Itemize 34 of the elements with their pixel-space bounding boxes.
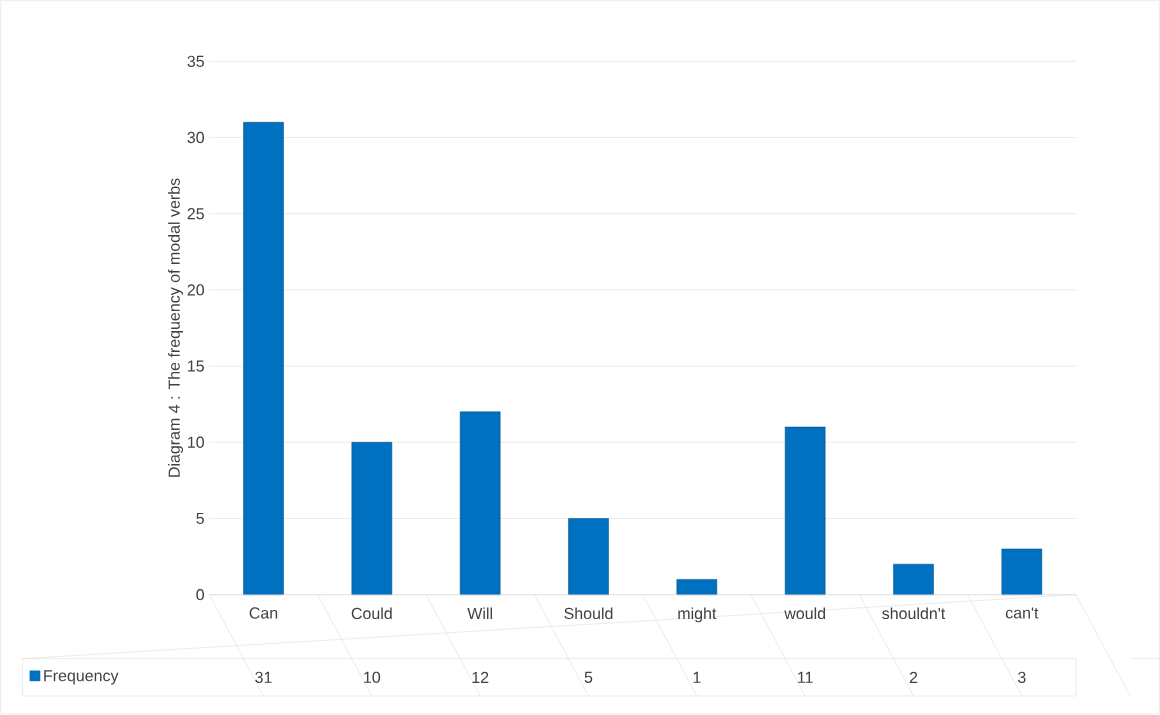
y-tick-label: 25 (187, 208, 204, 220)
y-axis-title: Diagram 4 : The frequency of modal verbs (168, 178, 184, 477)
bar (676, 579, 718, 596)
x-tick-label: Will (467, 607, 492, 620)
x-tick-label: can't (1005, 607, 1039, 619)
bar (568, 518, 609, 596)
data-label: 10 (364, 671, 381, 684)
data-label: 3 (1017, 671, 1026, 684)
bar (1001, 548, 1043, 596)
y-tick-label: 30 (187, 132, 205, 144)
data-label: 31 (255, 671, 272, 684)
x-tick-label: might (678, 607, 717, 623)
y-tick-label: 15 (188, 360, 204, 372)
data-label: 2 (909, 671, 918, 684)
x-tick-label: Can (249, 607, 278, 619)
y-tick-label: 20 (187, 284, 205, 296)
data-label: 1 (693, 672, 701, 683)
bar (243, 122, 284, 596)
bar (351, 442, 393, 596)
data-label: 12 (472, 671, 489, 684)
data-label: 11 (798, 672, 813, 683)
data-label: 5 (584, 671, 593, 684)
bar (459, 411, 501, 596)
bar (893, 564, 934, 596)
x-tick-label: shouldn't (882, 607, 946, 620)
x-tick-label: Could (351, 607, 392, 620)
bar (784, 426, 826, 596)
legend-label: Frequency (44, 670, 119, 685)
x-tick-label: Should (564, 607, 613, 620)
y-tick-label: 5 (196, 513, 204, 525)
x-tick-label: would (784, 607, 826, 620)
y-tick-label: 10 (188, 436, 205, 449)
y-tick-label: 0 (196, 589, 205, 601)
y-tick-label: 35 (187, 55, 204, 68)
